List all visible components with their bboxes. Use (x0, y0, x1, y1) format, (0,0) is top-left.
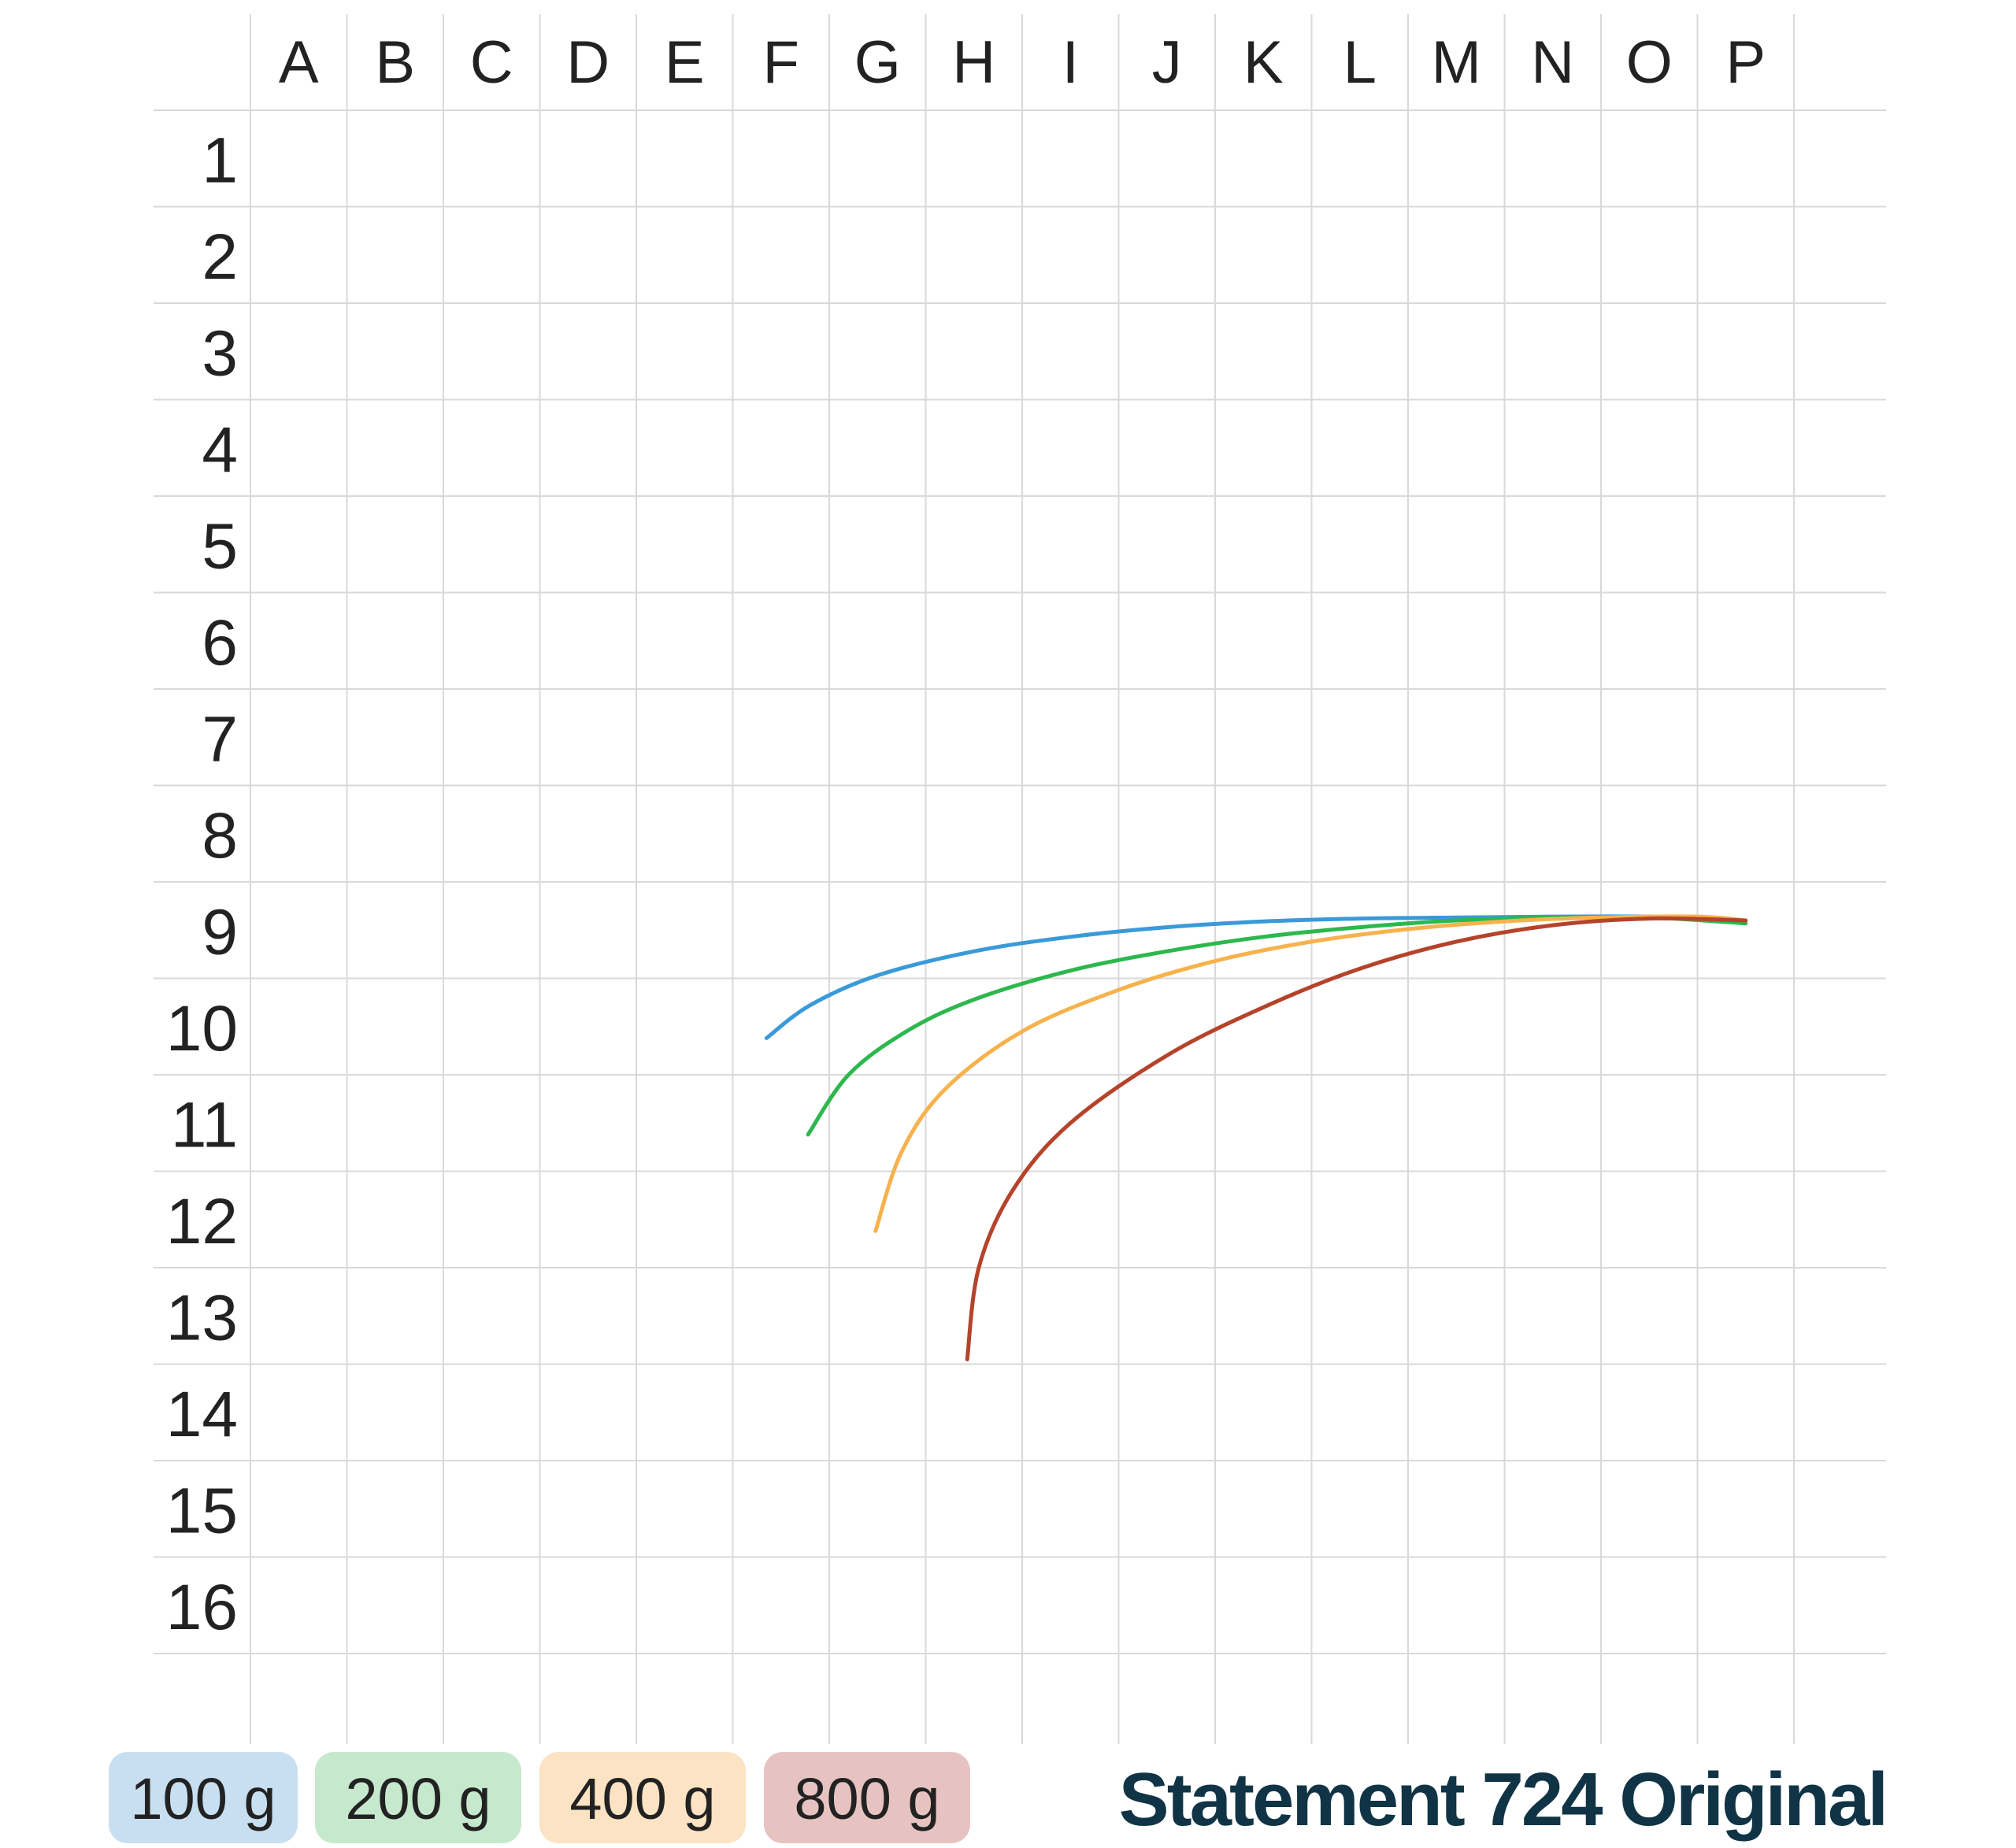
legend-item-200g: 200 g (315, 1752, 521, 1843)
row-label: 4 (202, 414, 238, 486)
row-label: 5 (202, 510, 238, 582)
row-label: 13 (166, 1282, 238, 1354)
row-label: 8 (202, 800, 238, 872)
row-label: 11 (171, 1089, 238, 1161)
legend-item-400g: 400 g (539, 1752, 746, 1843)
column-label: J (1152, 29, 1182, 96)
row-label: 1 (202, 124, 238, 196)
row-label: 10 (166, 993, 238, 1065)
row-label: 6 (202, 607, 238, 679)
legend-item-800g: 800 g (764, 1752, 970, 1843)
legend-swatch (539, 1752, 746, 1843)
legend-item-100g: 100 g (109, 1752, 298, 1843)
column-label: F (763, 29, 799, 96)
column-label: M (1432, 29, 1481, 96)
row-label: 15 (166, 1475, 238, 1546)
grid-lines (154, 14, 1886, 1744)
column-label: G (854, 29, 901, 96)
column-label: H (952, 29, 995, 96)
row-label: 14 (166, 1379, 238, 1450)
legend-label: 100 g (130, 1766, 276, 1831)
row-label: 9 (202, 896, 238, 968)
row-label: 7 (202, 703, 238, 775)
brand-wordmark: Statement 724 Original (1119, 1757, 1886, 1842)
column-label: C (470, 29, 513, 96)
row-label: 16 (166, 1572, 238, 1643)
series-lines (764, 914, 1748, 1361)
column-label: L (1343, 29, 1377, 96)
series-line-100g (764, 914, 1729, 1040)
legend-label: 200 g (345, 1766, 491, 1831)
column-label: P (1725, 29, 1766, 96)
column-label: D (566, 29, 610, 96)
series-line-400g (873, 914, 1748, 1233)
legend-label: 400 g (569, 1766, 715, 1831)
row-label: 2 (202, 221, 238, 293)
legend-swatch (764, 1752, 970, 1843)
legend-swatch (315, 1752, 521, 1843)
column-label: O (1626, 29, 1673, 96)
column-label: E (665, 29, 705, 96)
column-label: B (375, 29, 415, 96)
series-line-800g (965, 916, 1748, 1361)
legend-swatch (109, 1752, 298, 1843)
row-label: 3 (202, 317, 238, 389)
legend: 100 g 200 g 400 g 800 g (109, 1752, 970, 1843)
column-label: A (279, 29, 319, 96)
column-label: I (1062, 29, 1079, 96)
column-label: N (1531, 29, 1574, 96)
row-label: 12 (166, 1186, 238, 1257)
legend-label: 800 g (794, 1766, 939, 1831)
column-label: K (1243, 29, 1284, 96)
